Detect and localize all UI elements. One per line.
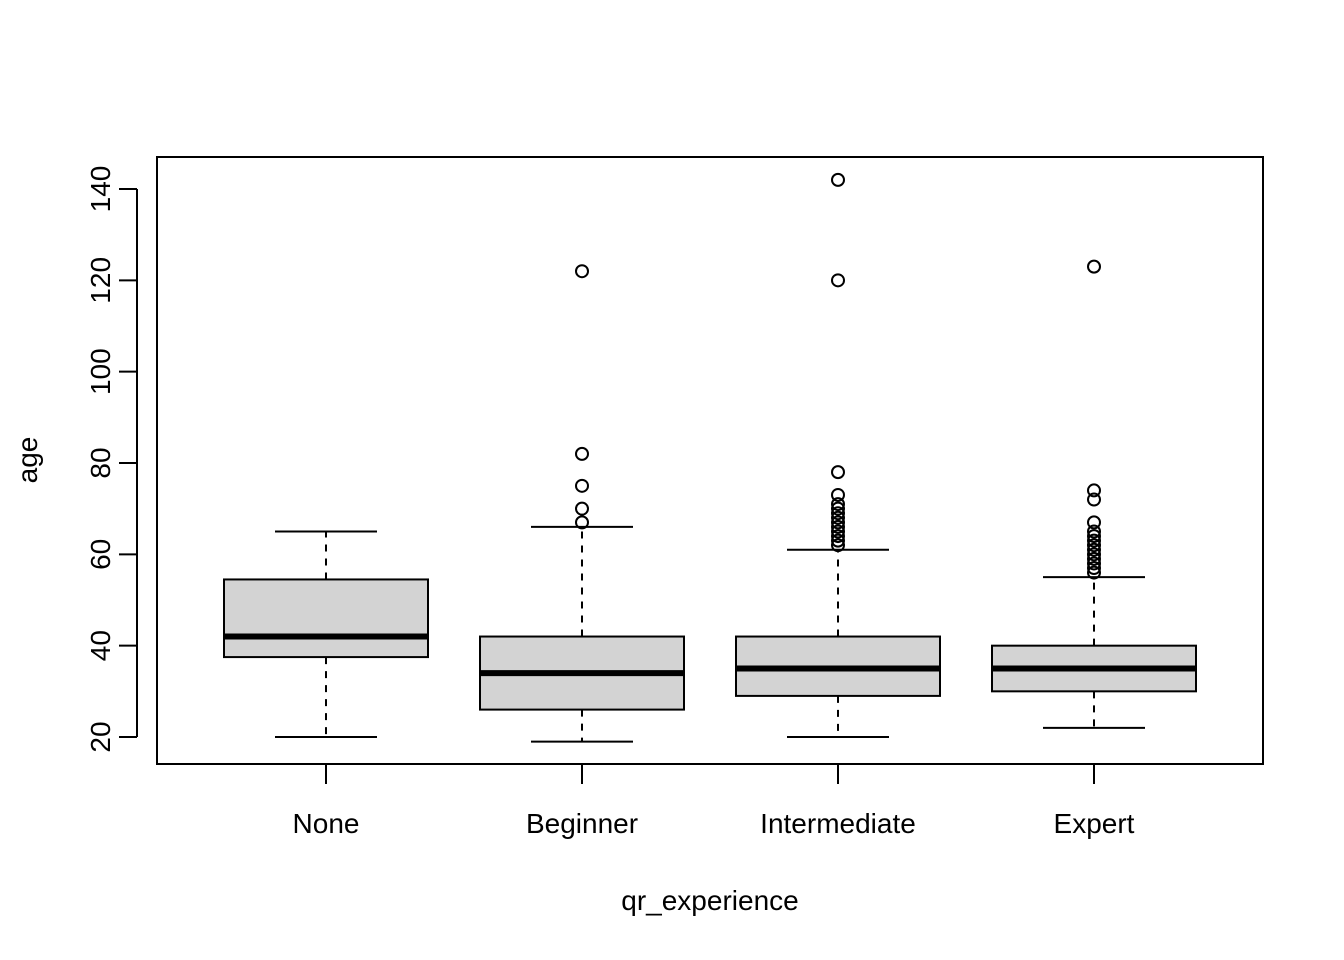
y-tick-label-100: 100 bbox=[85, 348, 116, 395]
x-axis: None Beginner Intermediate Expert bbox=[293, 764, 1135, 839]
x-tick-label-expert: Expert bbox=[1054, 808, 1135, 839]
x-tick-label-intermediate: Intermediate bbox=[760, 808, 916, 839]
outlier-intermediate-4 bbox=[831, 519, 845, 534]
outlier-intermediate-2 bbox=[831, 529, 845, 544]
outlier-expert-7 bbox=[1087, 533, 1101, 548]
y-tick-label-20: 20 bbox=[85, 721, 116, 752]
box-intermediate bbox=[735, 172, 941, 738]
outlier-intermediate-3 bbox=[831, 524, 845, 539]
y-tick-label-60: 60 bbox=[85, 539, 116, 570]
outlier-intermediate-0 bbox=[831, 538, 845, 553]
outlier-intermediate-7 bbox=[831, 506, 845, 521]
outlier-beginner-0 bbox=[575, 515, 589, 530]
outlier-beginner-2 bbox=[575, 478, 589, 493]
box-expert bbox=[991, 259, 1197, 729]
boxes bbox=[223, 172, 1197, 743]
outlier-expert-12 bbox=[1087, 483, 1101, 498]
outlier-intermediate-10 bbox=[831, 487, 845, 502]
y-axis: 20 40 60 80 100 120 140 bbox=[85, 166, 138, 753]
x-tick-label-beginner: Beginner bbox=[526, 808, 638, 839]
box-none bbox=[223, 530, 429, 738]
outlier-intermediate-12 bbox=[831, 273, 845, 288]
outlier-intermediate-13 bbox=[831, 172, 845, 187]
outlier-expert-2 bbox=[1087, 556, 1101, 571]
x-tick-label-none: None bbox=[293, 808, 360, 839]
outlier-expert-10 bbox=[1087, 515, 1101, 530]
outlier-expert-4 bbox=[1087, 547, 1101, 562]
y-tick-label-80: 80 bbox=[85, 447, 116, 478]
iqr-box-none bbox=[223, 578, 429, 659]
outlier-intermediate-9 bbox=[831, 497, 845, 512]
outlier-intermediate-1 bbox=[831, 533, 845, 548]
box-beginner bbox=[479, 264, 685, 743]
y-tick-label-140: 140 bbox=[85, 166, 116, 213]
y-tick-label-120: 120 bbox=[85, 257, 116, 304]
outlier-intermediate-5 bbox=[831, 515, 845, 530]
outlier-intermediate-6 bbox=[831, 510, 845, 525]
x-axis-label: qr_experience bbox=[621, 885, 798, 916]
outlier-beginner-1 bbox=[575, 501, 589, 516]
outlier-intermediate-8 bbox=[831, 501, 845, 516]
outlier-expert-1 bbox=[1087, 561, 1101, 576]
outlier-beginner-3 bbox=[575, 446, 589, 461]
outlier-expert-9 bbox=[1087, 524, 1101, 539]
outlier-expert-3 bbox=[1087, 551, 1101, 566]
y-axis-label: age bbox=[12, 437, 43, 484]
outlier-expert-8 bbox=[1087, 529, 1101, 544]
outlier-expert-5 bbox=[1087, 542, 1101, 557]
outlier-intermediate-11 bbox=[831, 465, 845, 480]
plot-frame bbox=[156, 156, 1264, 765]
outlier-expert-0 bbox=[1087, 565, 1101, 580]
outlier-expert-11 bbox=[1087, 492, 1101, 507]
outlier-expert-13 bbox=[1087, 259, 1101, 274]
outlier-beginner-4 bbox=[575, 264, 589, 279]
outlier-expert-6 bbox=[1087, 538, 1101, 553]
y-tick-label-40: 40 bbox=[85, 630, 116, 661]
